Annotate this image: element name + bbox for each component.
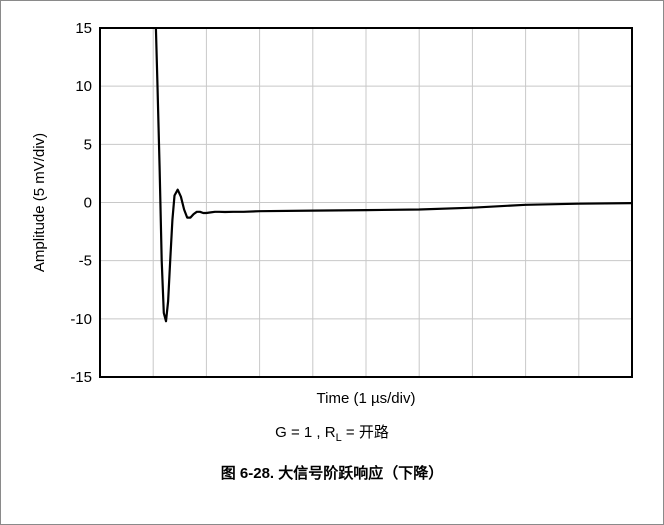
condition-suffix: = 开路 [341, 424, 389, 441]
y-tick-label: 10 [75, 78, 92, 95]
y-tick-label: 5 [84, 136, 92, 153]
y-tick-labels: 15 10 5 0 -5 -10 -15 [70, 20, 92, 386]
test-condition-caption: G = 1 , RL = 开路 [0, 421, 664, 444]
y-tick-label: -5 [79, 253, 92, 270]
y-tick-label: 15 [75, 20, 92, 37]
condition-prefix: G = 1 , R [275, 424, 336, 441]
plot-area-frame [99, 27, 633, 378]
figure-caption: 图 6-28. 大信号阶跃响应（下降） [220, 465, 444, 482]
series-line [154, 27, 633, 323]
y-tick-label: -15 [70, 369, 92, 386]
y-tick-label: 0 [84, 195, 92, 212]
y-axis-label: Amplitude (5 mV/div) [31, 133, 48, 272]
step-response-chart: 15 10 5 0 -5 -10 -15 Amplitude (5 mV/div) Time… [31, 20, 633, 407]
grid-lines [100, 28, 632, 377]
x-axis-label: Time (1 µs/div) [317, 390, 416, 407]
condition-subscript: L [335, 432, 342, 444]
y-tick-label: -10 [70, 311, 92, 328]
